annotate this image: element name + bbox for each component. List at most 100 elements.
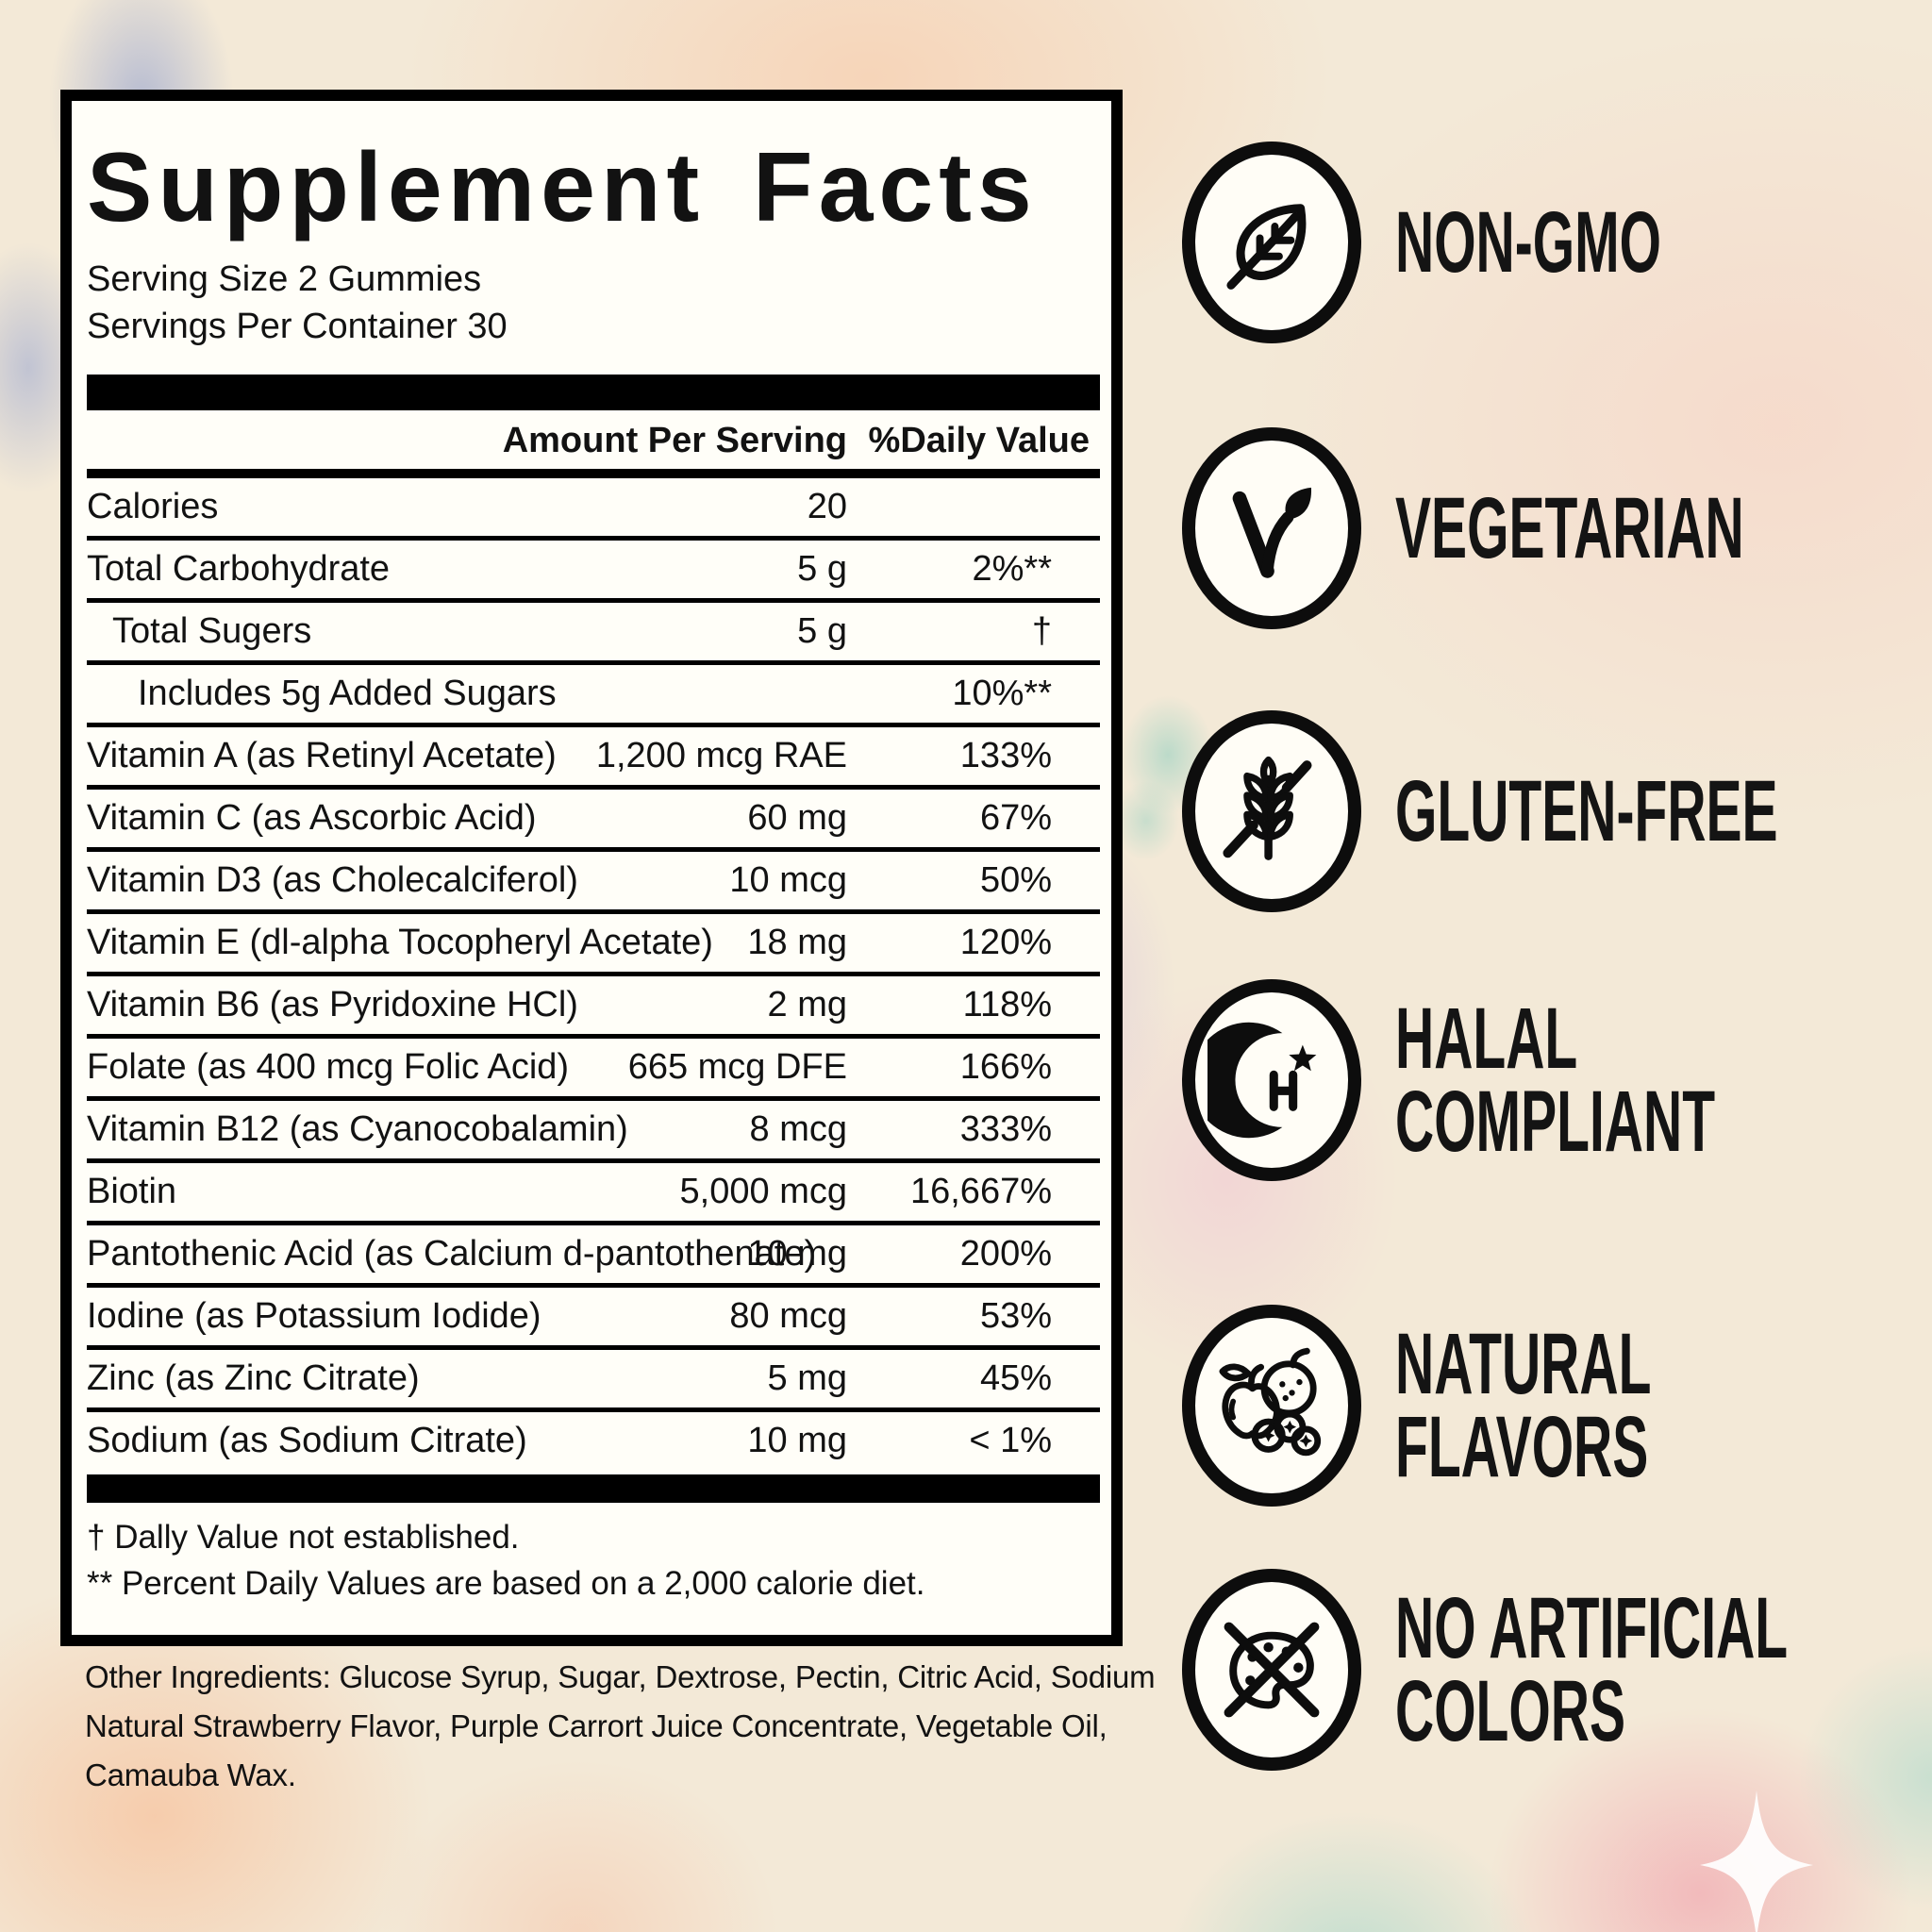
nutrient-label: Vitamin C (as Ascorbic Acid) — [87, 798, 537, 839]
table-row: Vitamin C (as Ascorbic Acid) 60 mg 67% — [87, 790, 1100, 853]
nutrient-daily-value: 166% — [959, 1047, 1052, 1088]
nutrient-daily-value: 16,667% — [909, 1172, 1052, 1212]
table-row: Vitamin D3 (as Cholecalciferol) 10 mcg 5… — [87, 852, 1100, 915]
nutrient-amount: 665 mcg DFE — [627, 1047, 847, 1088]
nutrient-label: Folate (as 400 mcg Folic Acid) — [87, 1047, 570, 1088]
nutrient-label: Vitamin D3 (as Cholecalciferol) — [87, 860, 578, 901]
nutrient-label: Vitamin A (as Retinyl Acetate) — [87, 736, 557, 776]
nutrient-label: Biotin — [87, 1172, 177, 1212]
supplement-facts-panel: Supplement Facts Serving Size 2 Gummies … — [60, 90, 1123, 1646]
panel-title: Supplement Facts — [87, 133, 1038, 242]
nutrient-daily-value: 50% — [979, 860, 1052, 901]
badge: VEGETARIAN — [1182, 427, 1932, 629]
nutrient-amount: 60 mg — [747, 798, 847, 839]
nutrient-daily-value: 53% — [979, 1296, 1052, 1337]
table-row: Iodine (as Potassium Iodide) 80 mcg 53% — [87, 1288, 1100, 1351]
table-row: Biotin 5,000 mcg 16,667% — [87, 1163, 1100, 1226]
column-header-amount: Amount Per Serving — [502, 421, 847, 461]
nutrient-daily-value: 118% — [962, 985, 1052, 1025]
nutrient-daily-value: 133% — [959, 736, 1052, 776]
leaf-icon — [1226, 204, 1307, 290]
servings-per-container: Servings Per Container 30 — [87, 307, 508, 347]
natural-fruits-icon — [1219, 1347, 1322, 1457]
badge-label: NON-GMO — [1395, 193, 1662, 291]
badge-label: NATURAL FLAVORS — [1395, 1315, 1652, 1495]
table-row: Includes 5g Added Sugars 10%** — [87, 665, 1100, 728]
nutrient-label: Includes 5g Added Sugars — [138, 674, 557, 714]
nutrient-amount: 18 mg — [747, 923, 847, 963]
table-row: Vitamin B6 (as Pyridoxine HCl) 2 mg 118% — [87, 976, 1100, 1040]
badge: NO ARTIFICIAL COLORS — [1182, 1569, 1932, 1771]
nutrient-daily-value: 2%** — [972, 549, 1053, 590]
badge-label: NO ARTIFICIAL COLORS — [1395, 1579, 1789, 1759]
table-row: Total Sugers 5 g † — [87, 603, 1100, 666]
column-header-daily-value: %Daily Value — [868, 421, 1090, 461]
table-row: Total Carbohydrate 5 g 2%** — [87, 541, 1100, 604]
footnote-daily-values: ** Percent Daily Values are based on a 2… — [87, 1565, 925, 1603]
nutrient-amount: 10 mg — [747, 1421, 847, 1461]
nutrient-amount: 10 mg — [747, 1234, 847, 1274]
nutrient-amount: 10 mcg — [729, 860, 847, 901]
badge-circle — [1182, 979, 1361, 1181]
table-row: Pantothenic Acid (as Calcium d-pantothen… — [87, 1225, 1100, 1289]
badge-label: HALAL COMPLIANT — [1395, 990, 1716, 1170]
nutrient-amount: 5,000 mcg — [679, 1172, 847, 1212]
nutrient-daily-value: 45% — [979, 1358, 1052, 1399]
table-row: Vitamin E (dl-alpha Tocopheryl Acetate) … — [87, 914, 1100, 977]
nutrient-label: Vitamin E (dl-alpha Tocopheryl Acetate) — [87, 923, 713, 963]
nutrient-daily-value: † — [1031, 611, 1052, 652]
nutrient-label: Calories — [87, 487, 219, 527]
badge-circle — [1182, 142, 1361, 343]
badge-label: VEGETARIAN — [1395, 479, 1744, 576]
badge: NATURAL FLAVORS — [1182, 1305, 1808, 1507]
badge: GLUTEN-FREE — [1182, 710, 1932, 912]
nutrient-daily-value: 67% — [979, 798, 1052, 839]
nutrient-daily-value: 333% — [959, 1109, 1052, 1150]
nutrient-amount: 2 mg — [767, 985, 847, 1025]
other-ingredients-text: Other Ingredients: Glucose Syrup, Sugar,… — [85, 1659, 1156, 1792]
table-row: Folate (as 400 mcg Folic Acid) 665 mcg D… — [87, 1039, 1100, 1102]
nutrient-label: Iodine (as Potassium Iodide) — [87, 1296, 541, 1337]
table-row: Zinc (as Zinc Citrate) 5 mg 45% — [87, 1350, 1100, 1413]
table-row: Vitamin B12 (as Cyanocobalamin) 8 mcg 33… — [87, 1101, 1100, 1164]
table-header-row: Amount Per Serving %Daily Value — [87, 410, 1100, 479]
nutrient-amount: 80 mcg — [729, 1296, 847, 1337]
badge: NON-GMO — [1182, 142, 1824, 343]
badge-circle — [1182, 427, 1361, 629]
badge-circle — [1182, 710, 1361, 912]
thick-divider-top — [87, 375, 1100, 411]
nutrient-label: Vitamin B6 (as Pyridoxine HCl) — [87, 985, 578, 1025]
no-artificial-colors-palette-icon — [1224, 1622, 1320, 1718]
nutrient-table: Calories 20 Total Carbohydrate 5 g 2%** … — [87, 478, 1100, 1474]
nutrient-amount: 8 mcg — [749, 1109, 847, 1150]
thick-divider-bottom — [87, 1474, 1100, 1504]
serving-size: Serving Size 2 Gummies — [87, 259, 482, 300]
nutrient-label: Vitamin B12 (as Cyanocobalamin) — [87, 1109, 628, 1150]
nutrient-daily-value: < 1% — [969, 1421, 1052, 1461]
nutrient-daily-value: 200% — [959, 1234, 1052, 1274]
vegetarian-v-leaf-icon — [1232, 487, 1312, 578]
nutrient-daily-value: 10%** — [952, 674, 1052, 714]
nutrient-amount: 5 g — [797, 611, 847, 652]
nutrient-amount: 20 — [807, 487, 847, 527]
badge-label: GLUTEN-FREE — [1395, 762, 1778, 859]
nutrient-daily-value: 120% — [959, 923, 1052, 963]
nutrient-label: Total Sugers — [112, 611, 312, 652]
nutrient-label: Sodium (as Sodium Citrate) — [87, 1421, 527, 1461]
table-row: Calories 20 — [87, 478, 1100, 541]
footnote-dagger: † Dally Value not established. — [87, 1519, 520, 1557]
badge-circle — [1182, 1305, 1361, 1507]
nutrient-amount: 1,200 mcg RAE — [595, 736, 847, 776]
table-row: Sodium (as Sodium Citrate) 10 mg < 1% — [87, 1412, 1100, 1474]
gluten-free-crossed-wheat-icon — [1223, 756, 1312, 860]
nutrient-label: Pantothenic Acid (as Calcium d-pantothen… — [87, 1234, 817, 1274]
sparkle-icon — [1700, 1790, 1813, 1932]
table-row: Vitamin A (as Retinyl Acetate) 1,200 mcg… — [87, 727, 1100, 791]
nutrient-label: Total Carbohydrate — [87, 549, 391, 590]
badge: HALAL COMPLIANT — [1182, 979, 1911, 1181]
nutrient-amount: 5 g — [797, 549, 847, 590]
badge-circle — [1182, 1569, 1361, 1771]
nutrient-amount: 5 mg — [767, 1358, 847, 1399]
halal-crescent-star-icon — [1208, 1022, 1317, 1139]
